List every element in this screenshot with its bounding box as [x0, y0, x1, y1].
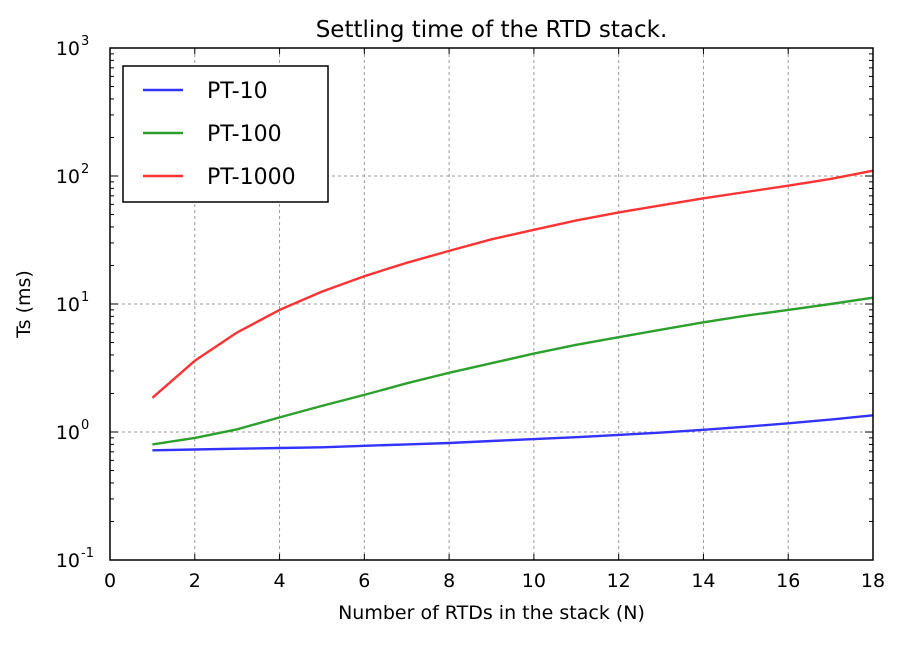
- legend-label-pt-100: PT-100: [207, 122, 282, 147]
- series-line-pt-10: [152, 414, 874, 452]
- x-tick-label: 14: [691, 570, 715, 592]
- y-tick-exponent: 3: [81, 34, 89, 49]
- x-axis-label: Number of RTDs in the stack (N): [338, 602, 645, 624]
- legend-label-pt-1000: PT-1000: [207, 165, 296, 190]
- x-tick-label: 16: [776, 570, 800, 592]
- y-tick-label: 10: [56, 38, 80, 60]
- x-tick-label: 12: [607, 570, 631, 592]
- y-axis-label: Ts (ms): [13, 270, 35, 339]
- legend: PT-10 PT-100 PT-1000: [122, 65, 329, 203]
- x-tick-label: 10: [522, 570, 546, 592]
- x-tick-label: 8: [443, 570, 455, 592]
- y-tick-label: 10: [56, 422, 80, 444]
- y-tick-exponent: 2: [81, 162, 89, 177]
- legend-label-pt-10: PT-10: [207, 79, 268, 104]
- x-tick-label: 4: [274, 570, 286, 592]
- x-tick-label: 6: [358, 570, 370, 592]
- series-line-pt-1000: [151, 169, 874, 399]
- y-tick-exponent: 1: [81, 290, 89, 305]
- y-tick-exponent: -1: [81, 546, 94, 561]
- series-line-pt-100: [152, 296, 874, 446]
- y-tick-label: 10: [56, 166, 80, 188]
- x-tick-label: 0: [104, 570, 116, 592]
- y-tick-label: 10: [56, 294, 80, 316]
- x-tick-label: 2: [189, 570, 201, 592]
- chart-title: Settling time of the RTD stack.: [316, 17, 668, 43]
- y-tick-exponent: 0: [81, 418, 89, 433]
- y-tick-label: 10: [56, 550, 80, 572]
- series-layer: [151, 169, 874, 452]
- x-tick-label: 18: [861, 570, 885, 592]
